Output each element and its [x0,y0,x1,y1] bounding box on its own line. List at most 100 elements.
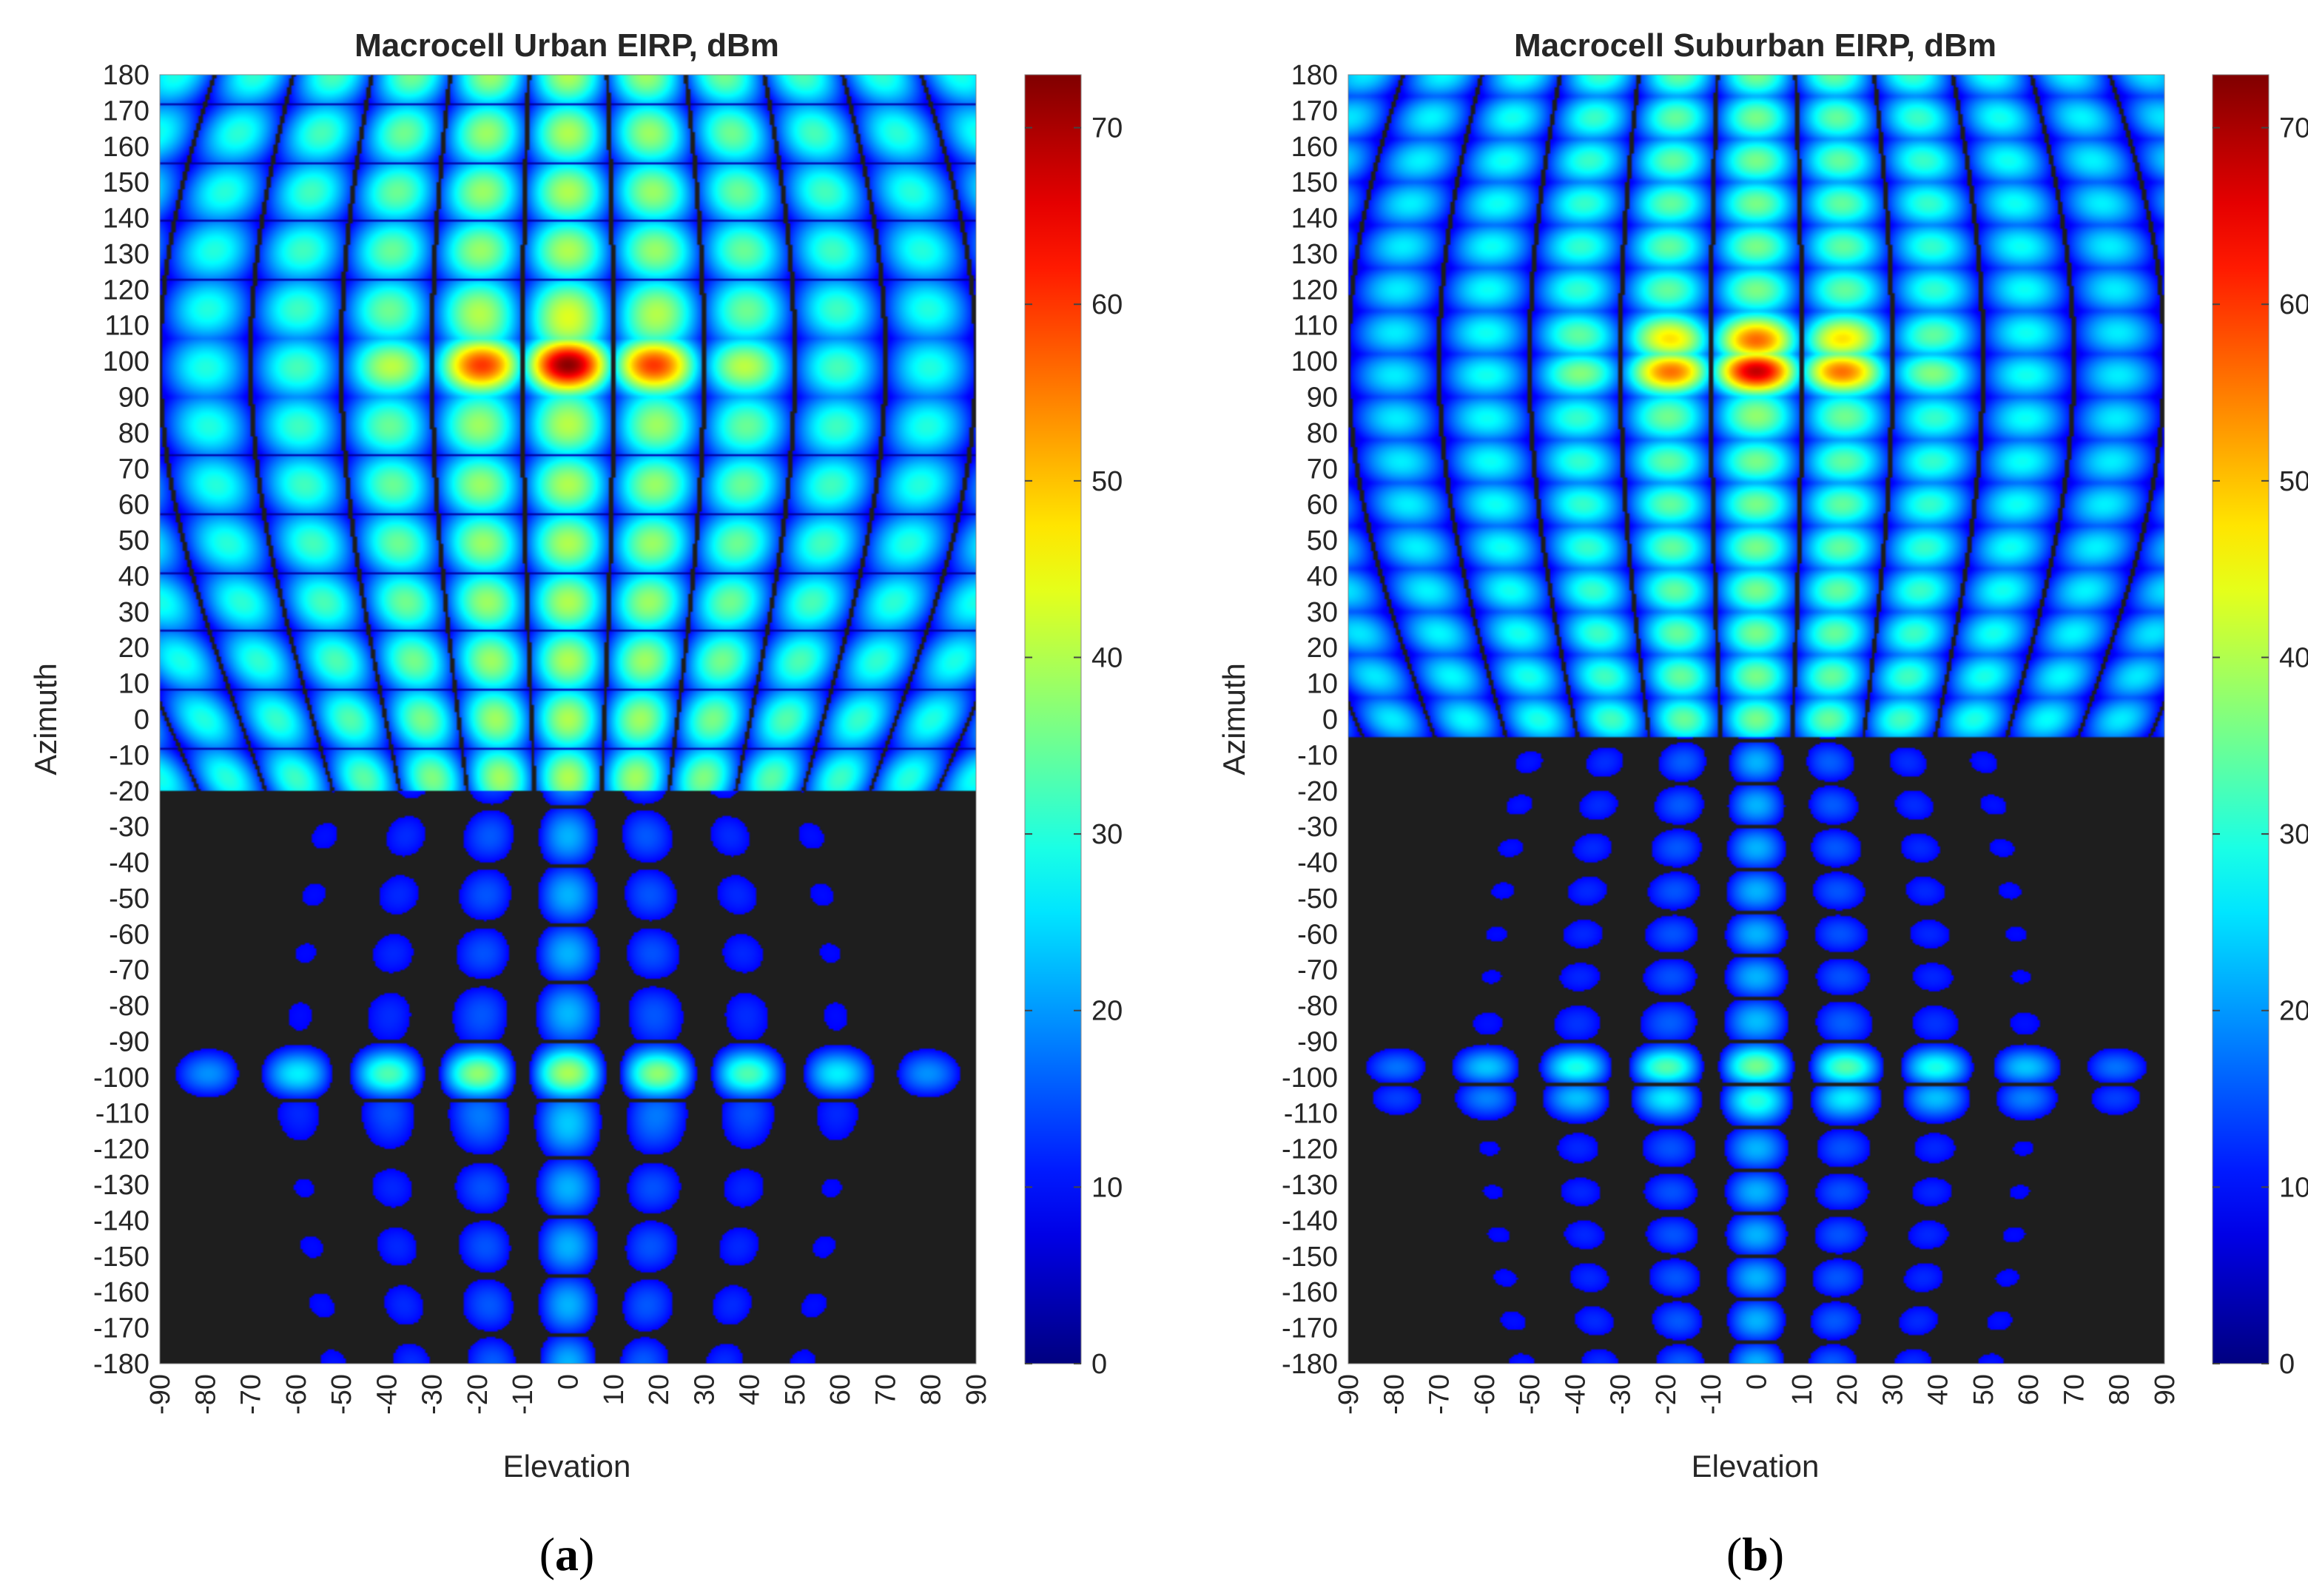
y-tick-label: -130 [1282,1170,1338,1201]
y-tick-label: 30 [118,597,149,628]
y-tick-label: -170 [93,1313,149,1344]
chart-title: Macrocell Suburban EIRP, dBm [1514,27,1996,64]
colorbar: 0 10 20 30 40 50 60 70 [1024,74,1123,1380]
x-tick-label: -30 [1606,1374,1637,1415]
colorbar-tick-label: 0 [2279,1349,2295,1380]
x-tick-label: 10 [1787,1374,1818,1405]
y-tick-label: -100 [1282,1063,1338,1094]
x-tick-label: -20 [462,1374,494,1415]
y-tick-label: 180 [1291,60,1338,91]
x-tick-label: 50 [1968,1374,1999,1405]
y-tick-label: 80 [1307,418,1338,449]
colorbar-gradient [1024,74,1082,1364]
x-tick-label: -70 [1424,1374,1456,1415]
y-tick-label: 40 [1307,561,1338,592]
x-tick-label: -10 [1696,1374,1727,1415]
y-tick-label: -180 [93,1349,149,1380]
heatmap-image-container [159,74,977,1364]
x-tick-label: -90 [145,1374,176,1415]
x-tick-label: 70 [2059,1374,2090,1405]
y-tick-label: -100 [93,1063,149,1094]
y-tick-label: 70 [1307,454,1338,485]
y-tick-label: 110 [1293,311,1338,342]
y-tick-label: 150 [103,167,149,198]
y-tick-label: 60 [118,490,149,521]
x-tick-label: -10 [508,1374,539,1415]
x-tick-label: 0 [554,1374,585,1390]
x-tick-label: -90 [1333,1374,1365,1415]
y-tick-label: 130 [1291,239,1338,270]
colorbar-tick-label: 60 [1091,289,1123,320]
y-tick-label: -140 [1282,1205,1338,1236]
y-tick-label: 0 [1322,704,1338,735]
y-tick-label: 60 [1307,490,1338,521]
y-tick-label: -20 [1297,776,1338,807]
y-tick-label: 50 [118,525,149,556]
y-tick-label: 70 [118,454,149,485]
x-tick-label: -30 [417,1374,448,1415]
colorbar-gradient [2212,74,2270,1364]
y-axis-label: Azimuth [28,663,63,775]
colorbar-tick-label: 40 [2279,642,2308,673]
x-tick-label: 90 [961,1374,992,1405]
plot-frame [159,74,977,1364]
y-axis-label: Azimuth [1217,663,1251,775]
y-tick-label: -150 [1282,1242,1338,1273]
colorbar-tick-labels: 0 10 20 30 40 50 60 70 [1025,113,1123,1380]
colorbar-tick-label: 60 [2279,289,2308,320]
y-tick-label: 160 [1291,132,1338,163]
colorbar-tick-label: 70 [2279,113,2308,144]
y-tick-label: 170 [103,95,149,127]
y-tick-label: -110 [95,1098,149,1129]
y-tick-label: 20 [118,633,149,664]
y-tick-label: 120 [103,275,149,306]
y-tick-label: -50 [1297,883,1338,915]
y-tick-label: -40 [109,848,149,879]
x-tick-label: 40 [1923,1374,1954,1405]
x-tick-label: -50 [1515,1374,1546,1415]
y-tick-label: -90 [109,1027,149,1058]
y-tick-label: 140 [1291,203,1338,235]
plot-frame [1348,74,2165,1364]
y-tick-label: 40 [118,561,149,592]
y-tick-label: -150 [93,1242,149,1273]
x-tick-label: 10 [599,1374,630,1405]
x-tick-label: 80 [916,1374,947,1405]
y-tick-label: -30 [1297,812,1338,843]
x-axis-label: Elevation [503,1449,631,1484]
y-tick-label: -60 [109,919,149,950]
y-tick-label: 160 [103,132,149,163]
x-tick-label: 80 [2105,1374,2136,1405]
y-tick-label: 80 [118,418,149,449]
x-tick-label: 60 [2013,1374,2045,1405]
y-tick-labels: 1801701601501401301201101009080706050403… [1282,60,1338,1380]
panel-label-a: (a) [539,1528,595,1580]
y-tick-label: -120 [93,1134,149,1165]
x-tick-label: -80 [1379,1374,1410,1415]
x-tick-label: 90 [2150,1374,2181,1405]
x-tick-label: 20 [1832,1374,1863,1405]
y-tick-label: 170 [1291,95,1338,127]
y-tick-label: 10 [118,669,149,700]
x-tick-label: 20 [644,1374,675,1405]
y-tick-label: 140 [103,203,149,235]
y-tick-label: -10 [1297,740,1338,771]
x-tick-label: -60 [1470,1374,1501,1415]
heatmap-image-container [1348,74,2165,1364]
x-tick-label: 40 [735,1374,766,1405]
y-tick-label: 120 [1291,275,1338,306]
colorbar-tick-label: 50 [2279,466,2308,497]
panel-label-b: (b) [1726,1528,1784,1580]
x-tick-labels: -90 -80 -70 -60 -50 -40 -30 -20 -10 0 10 20 30 40 50 60… [1333,1374,2181,1415]
y-tick-label: 50 [1307,525,1338,556]
x-tick-label: 50 [780,1374,811,1405]
y-tick-labels: 1801701601501401301201101009080706050403… [93,60,149,1380]
panel-letter-b: b [1742,1528,1769,1580]
colorbar-tick-label: 30 [2279,819,2308,850]
y-tick-label: -30 [109,812,149,843]
colorbar-tick-label: 20 [1091,996,1123,1027]
y-tick-label: -80 [109,991,149,1022]
y-tick-label: 20 [1307,633,1338,664]
x-tick-label: 30 [689,1374,720,1405]
x-tick-label: -20 [1651,1374,1682,1415]
